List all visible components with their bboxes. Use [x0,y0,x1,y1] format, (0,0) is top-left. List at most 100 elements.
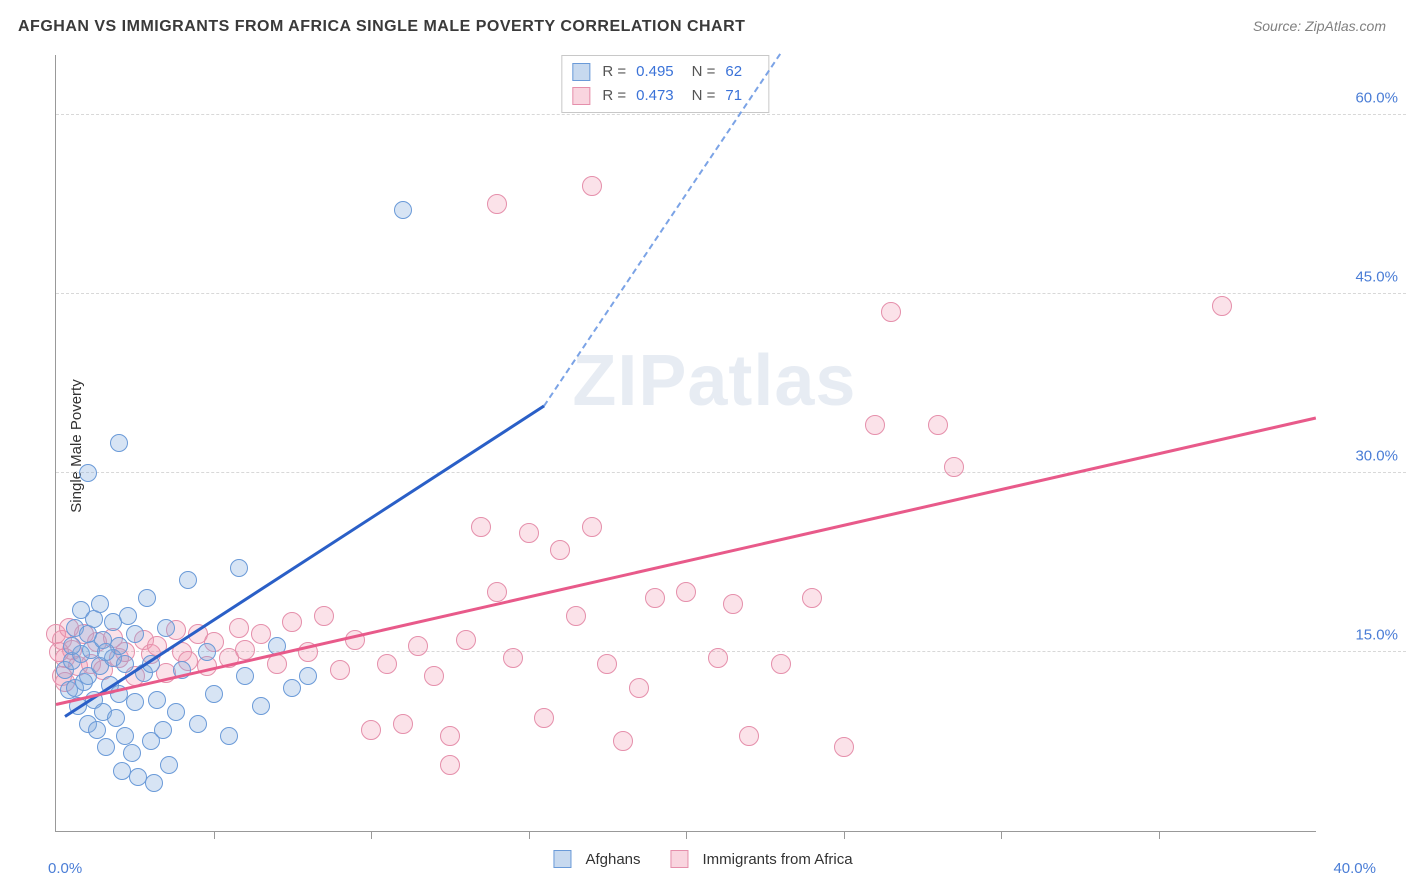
legend-item: Afghans [553,850,640,868]
data-point [865,415,885,435]
data-point [167,703,185,721]
data-point [361,720,381,740]
data-point [145,774,163,792]
data-point [834,737,854,757]
data-point [645,588,665,608]
data-point [456,630,476,650]
data-point [1212,296,1232,316]
legend-swatch [671,850,689,868]
r-label: R = [602,60,626,84]
data-point [394,201,412,219]
data-point [393,714,413,734]
x-tick [686,831,687,839]
data-point [97,738,115,756]
data-point [148,691,166,709]
data-point [283,679,301,697]
data-point [944,457,964,477]
data-point [424,666,444,686]
chart-title: AFGHAN VS IMMIGRANTS FROM AFRICA SINGLE … [18,18,745,36]
data-point [236,667,254,685]
data-point [487,582,507,602]
data-point [97,643,115,661]
data-point [928,415,948,435]
r-label: R = [602,84,626,108]
data-point [235,640,255,660]
x-tick [371,831,372,839]
data-point [330,660,350,680]
data-point [487,194,507,214]
gridline [56,651,1406,652]
data-point [138,589,156,607]
scatter-chart: ZIPatlas R =0.495N =62R =0.473N =71 15.0… [55,55,1316,832]
gridline [56,472,1406,473]
data-point [408,636,428,656]
data-point [189,715,207,733]
y-tick-label: 30.0% [1355,447,1398,464]
legend-swatch [553,850,571,868]
n-label: N = [692,84,716,108]
correlation-legend: R =0.495N =62R =0.473N =71 [561,55,769,113]
data-point [771,654,791,674]
data-point [802,588,822,608]
legend-label: Immigrants from Africa [703,851,853,868]
x-tick [1159,831,1160,839]
data-point [220,727,238,745]
r-value: 0.495 [632,60,686,84]
legend-label: Afghans [585,851,640,868]
data-point [198,643,216,661]
data-point [881,302,901,322]
data-point [503,648,523,668]
data-point [123,744,141,762]
data-point [110,434,128,452]
data-point [126,625,144,643]
data-point [154,721,172,739]
data-point [63,637,81,655]
x-tick [214,831,215,839]
data-point [126,693,144,711]
data-point [519,523,539,543]
data-point [723,594,743,614]
data-point [582,517,602,537]
data-point [629,678,649,698]
data-point [299,667,317,685]
legend-swatch [572,87,590,105]
data-point [440,755,460,775]
watermark: ZIPatlas [572,340,856,422]
gridline [56,114,1406,115]
y-tick-label: 60.0% [1355,89,1398,106]
legend-item: Immigrants from Africa [671,850,853,868]
x-tick [529,831,530,839]
data-point [107,709,125,727]
x-tick [1001,831,1002,839]
data-point [471,517,491,537]
x-tick [844,831,845,839]
n-value: 62 [721,60,754,84]
legend-row: R =0.473N =71 [572,84,754,108]
data-point [205,685,223,703]
r-value: 0.473 [632,84,686,108]
series-legend: Afghans Immigrants from Africa [553,850,852,868]
data-point [582,176,602,196]
gridline [56,293,1406,294]
data-point [91,595,109,613]
data-point [88,721,106,739]
data-point [613,731,633,751]
data-point [566,606,586,626]
data-point [79,464,97,482]
data-point [116,727,134,745]
data-point [252,697,270,715]
data-point [160,756,178,774]
data-point [597,654,617,674]
data-point [229,618,249,638]
x-axis-max-label: 40.0% [1333,860,1376,877]
data-point [230,559,248,577]
data-point [708,648,728,668]
data-point [550,540,570,560]
data-point [314,606,334,626]
data-point [377,654,397,674]
source-attribution: Source: ZipAtlas.com [1253,18,1386,34]
data-point [440,726,460,746]
legend-row: R =0.495N =62 [572,60,754,84]
data-point [79,625,97,643]
data-point [534,708,554,728]
